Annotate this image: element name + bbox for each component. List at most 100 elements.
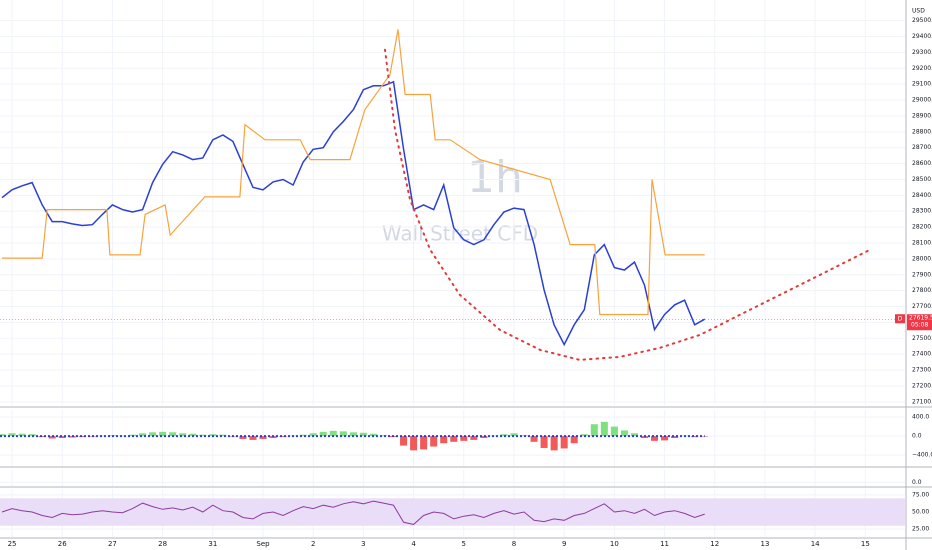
x-tick-label: 10: [610, 540, 619, 548]
histogram-bar: [249, 436, 257, 440]
y-tick-label: 27400.0: [912, 351, 932, 358]
histogram-bar: [38, 436, 46, 438]
rsi-band: [0, 498, 905, 526]
x-tick-label: Sep: [256, 540, 270, 548]
y-tick-label: 28200.0: [912, 224, 932, 231]
histogram-bar: [18, 433, 26, 437]
series-line: [384, 48, 871, 361]
y-tick-label: 29200.0: [912, 65, 932, 72]
x-tick-label: 14: [811, 540, 820, 548]
y-tick-label: 28800.0: [912, 128, 932, 135]
histogram-bar: [359, 432, 367, 437]
x-tick-label: 28: [158, 540, 167, 548]
x-tick-label: 26: [58, 540, 67, 548]
y-tick-label: 29000.0: [912, 97, 932, 104]
price-label: 27619.5: [909, 315, 932, 322]
x-tick-label: 13: [760, 540, 769, 548]
x-tick-label: 8: [512, 540, 516, 548]
x-tick-label: 12: [710, 540, 719, 548]
histogram-bar: [339, 431, 347, 437]
histogram-bar: [620, 430, 628, 437]
histogram-bar: [540, 436, 548, 448]
y-tick-label: 28600.0: [912, 160, 932, 167]
histogram-bar: [600, 421, 608, 437]
histogram-bar: [420, 436, 428, 450]
histogram-bar: [239, 436, 247, 439]
histogram-bar: [58, 436, 66, 438]
y-tick-label: 27500.0: [912, 335, 932, 342]
x-tick-label: 2: [311, 540, 315, 548]
histogram-bar: [48, 436, 56, 439]
histogram-bar: [610, 426, 618, 437]
histogram-bar: [78, 436, 86, 438]
histogram-bar: [470, 436, 478, 440]
x-tick-label: 15: [861, 540, 870, 548]
histogram-bar: [319, 431, 327, 437]
series-line: [1, 500, 705, 525]
time-label: 05:08: [911, 322, 928, 329]
histogram-bar: [299, 434, 307, 437]
x-tick-label: 27: [108, 540, 117, 548]
histogram-bar: [570, 436, 578, 444]
histogram-bar: [500, 434, 508, 437]
histogram-bar: [0, 434, 6, 437]
histogram-bar: [219, 434, 227, 437]
histogram-bar: [550, 436, 558, 451]
histogram-bar: [329, 430, 337, 437]
histogram-bar: [440, 436, 448, 444]
histogram-bar: [430, 436, 438, 447]
x-tick-label: 4: [411, 540, 416, 548]
x-tick-label: 5: [462, 540, 466, 548]
y-tick-label: 27100.0: [912, 398, 932, 405]
histogram-bar: [630, 433, 638, 437]
histogram-bar: [98, 435, 106, 437]
histogram-bar: [661, 436, 669, 441]
histogram-bar: [651, 436, 659, 441]
y-tick-label: 0.0: [912, 433, 922, 440]
y-tick-label: 28000.0: [912, 255, 932, 262]
y-tick-label: 29400.0: [912, 33, 932, 40]
histogram-bar: [480, 436, 488, 438]
y-tick-label: 29100.0: [912, 81, 932, 88]
histogram-bar: [279, 436, 287, 438]
histogram-bar: [400, 436, 408, 446]
y-tick-label: 28100.0: [912, 240, 932, 247]
y-tick-label: 28900.0: [912, 112, 932, 119]
histogram-bar: [8, 433, 16, 437]
histogram-bar: [590, 424, 598, 437]
histogram-bar: [259, 436, 267, 439]
histogram-bar: [149, 432, 157, 437]
y-tick-label: 28400.0: [912, 192, 932, 199]
histogram-bar: [159, 431, 167, 437]
histogram-bar: [691, 436, 699, 438]
series-line: [1, 80, 706, 347]
y-tick-label: 27200.0: [912, 382, 932, 389]
histogram-bar: [671, 436, 679, 438]
x-tick-label: 25: [8, 540, 17, 548]
y-tick-label: 27800.0: [912, 287, 932, 294]
histogram-bar: [379, 435, 387, 437]
histogram-bar: [179, 433, 187, 437]
y-tick-label: 27900.0: [912, 271, 932, 278]
histogram-bar: [139, 433, 147, 437]
histogram-bar: [560, 436, 568, 449]
y-tick-label: 25.00: [912, 526, 929, 533]
histogram-bar: [510, 433, 518, 437]
d-badge: [895, 314, 905, 324]
y-tick-label: 29500.0: [912, 17, 932, 24]
histogram-bar: [199, 434, 207, 437]
y-tick-label: 28500.0: [912, 176, 932, 183]
histogram-bar: [349, 432, 357, 437]
histogram-bar: [118, 435, 126, 437]
x-tick-label: 3: [361, 540, 365, 548]
d-label: D: [898, 316, 903, 323]
watermark-sub: Wall Street CFD: [382, 222, 538, 246]
histogram-bar: [530, 436, 538, 442]
price-badge: [907, 314, 932, 331]
y-tick-label: 29300.0: [912, 49, 932, 56]
y-tick-label: 28700.0: [912, 144, 932, 151]
x-tick-label: 11: [660, 540, 669, 548]
y-tick-label: 28300.0: [912, 208, 932, 215]
histogram-bar: [189, 433, 197, 437]
